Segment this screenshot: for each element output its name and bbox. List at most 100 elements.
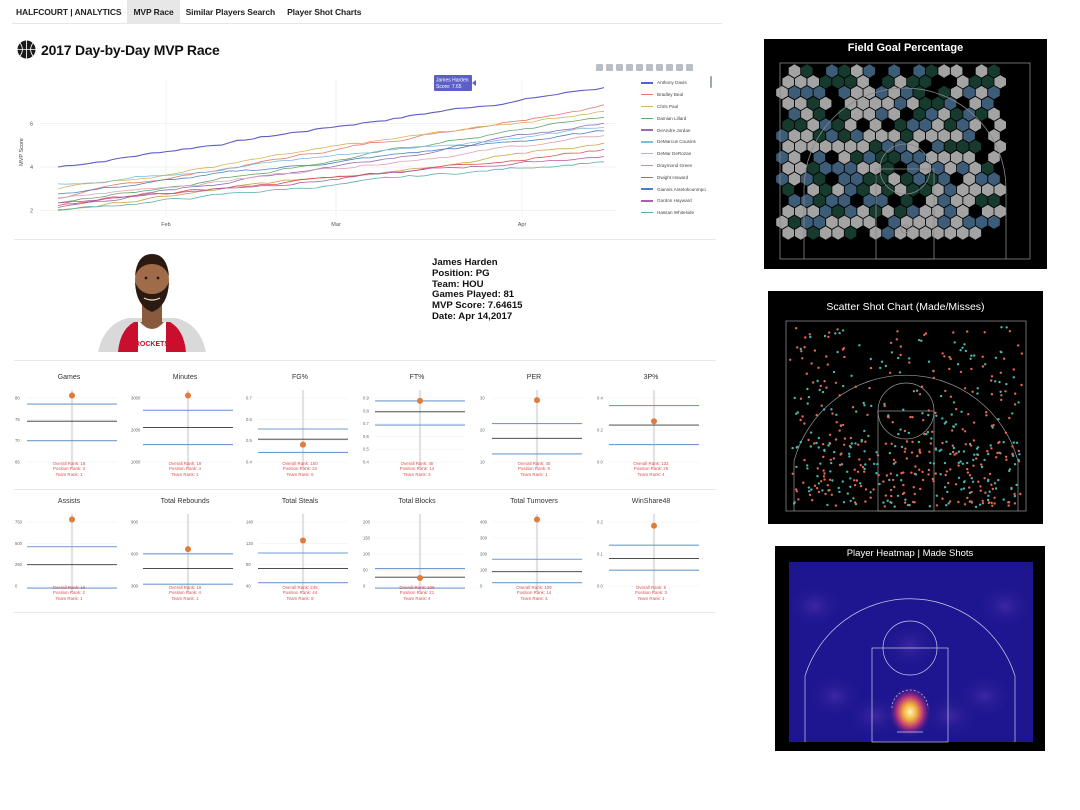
stat-chart-per[interactable]: PER 30 20 10 Overall Rank: 40 Position Rank: …: [478, 374, 590, 486]
legend-item[interactable]: DeAndre Jordan: [641, 124, 721, 136]
legend-scrollbar[interactable]: [710, 76, 712, 88]
stat-chart-winshare48[interactable]: WinShare48 0.2 0.1 0.0 Overall Rank: 5 Positi…: [595, 498, 707, 610]
stat-plot[interactable]: 400 300 200 100 0: [478, 508, 590, 596]
missed-shot-dot: [795, 490, 799, 493]
stat-chart-games[interactable]: Games 80 75 70 65 Overall Rank: 18 Position Ra…: [13, 374, 125, 486]
series-line[interactable]: [57, 87, 605, 168]
hexbin-cell: [869, 118, 882, 132]
zoom-in-icon[interactable]: [626, 64, 633, 71]
missed-shot-dot: [1002, 357, 1006, 360]
chart-legend: Anthony Davis Bradley Beal Chris Paul Damia…: [641, 77, 721, 219]
rank-text: Team Rank: 1: [55, 595, 83, 601]
stat-plot[interactable]: 750 500 250 0: [13, 508, 125, 596]
stat-plot[interactable]: 140 120 80 40: [244, 508, 356, 596]
stat-plot[interactable]: 200 150 100 50 0: [361, 508, 473, 596]
made-shot-dot: [863, 467, 866, 471]
legend-item[interactable]: DeMar DeRozan: [641, 148, 721, 160]
player-value-marker[interactable]: [300, 537, 306, 544]
made-shot-dot: [976, 453, 979, 456]
player-value-marker[interactable]: [534, 516, 540, 523]
y-tick-label: 40: [246, 584, 251, 589]
legend-item[interactable]: Chris Paul: [641, 101, 721, 113]
player-value-marker[interactable]: [69, 516, 75, 523]
player-value-marker[interactable]: [185, 392, 191, 399]
series-line[interactable]: [57, 156, 605, 204]
stat-chart-total-steals[interactable]: Total Steals 140 120 80 40 Overall Rank: 245 P…: [244, 498, 356, 610]
legend-item[interactable]: Dwight Howard: [641, 171, 721, 183]
stat-plot[interactable]: 0.2 0.1 0.0: [595, 508, 707, 596]
made-shot-dot: [946, 490, 949, 494]
zoom-out-icon[interactable]: [636, 64, 643, 71]
autoscale-icon[interactable]: [646, 64, 653, 71]
player-value-marker[interactable]: [300, 441, 306, 448]
missed-shot-dot: [839, 424, 843, 427]
stat-chart-minutes[interactable]: Minutes 3000 2000 1000 Overall Rank: 19 Posit…: [129, 374, 241, 486]
nav-item-mvp-race[interactable]: MVP Race: [127, 0, 180, 23]
hexbin-cell: [788, 215, 801, 229]
stat-chart-fg-[interactable]: FG% 0.7 0.6 0.5 0.4 Overall Rank: 150 Position…: [244, 374, 356, 486]
stat-chart-assists[interactable]: Assists 750 500 250 0 Overall Rank: 16 Positio…: [13, 498, 125, 610]
series-line[interactable]: [57, 110, 605, 190]
nav-item-similar-players-search[interactable]: Similar Players Search: [185, 6, 276, 17]
player-value-marker[interactable]: [651, 522, 657, 529]
missed-shot-dot: [808, 493, 812, 497]
legend-item[interactable]: Hassan Whiteside: [641, 207, 721, 219]
pan-icon[interactable]: [616, 64, 623, 71]
nav-item-player-shot-charts[interactable]: Player Shot Charts: [287, 6, 362, 17]
series-line[interactable]: [57, 104, 605, 199]
stat-plot[interactable]: 0.9 0.8 0.7 0.6 0.5 0.4: [361, 384, 473, 472]
player-value-marker[interactable]: [534, 397, 540, 404]
hexbin-cell: [807, 96, 819, 111]
stat-chart-total-rebounds[interactable]: Total Rebounds 900 600 300 Overall Rank: 16 P…: [129, 498, 241, 610]
legend-item[interactable]: Damian Lillard: [641, 112, 721, 124]
y-tick-label: 100: [480, 568, 488, 573]
legend-item[interactable]: Anthony Davis: [641, 77, 721, 89]
stat-plot[interactable]: 0.4 0.2 0.0: [595, 384, 707, 472]
missed-shot-dot: [941, 441, 944, 445]
stat-plot[interactable]: 3000 2000 1000: [129, 384, 241, 472]
stat-plot[interactable]: 30 20 10: [478, 384, 590, 472]
player-value-marker[interactable]: [417, 397, 423, 404]
stat-chart-3p-[interactable]: 3P% 0.4 0.2 0.0 Overall Rank: 132 Position Ra…: [595, 374, 707, 486]
made-shot-dot: [867, 434, 870, 438]
series-line[interactable]: [57, 161, 605, 211]
legend-item[interactable]: DeMarcus Cousins: [641, 136, 721, 148]
hexbin-cell: [801, 150, 813, 165]
zoom-icon[interactable]: [606, 64, 613, 71]
missed-shot-dot: [902, 483, 905, 487]
stat-chart-total-blocks[interactable]: Total Blocks 200 150 100 50 0 Overall Rank: 10…: [361, 498, 473, 610]
series-line[interactable]: [57, 135, 605, 200]
series-line[interactable]: [57, 116, 605, 204]
player-value-marker[interactable]: [417, 574, 423, 581]
made-shot-dot: [887, 414, 890, 417]
camera-icon[interactable]: [596, 64, 603, 71]
player-value-marker[interactable]: [69, 392, 75, 399]
made-shot-dot: [1011, 412, 1014, 415]
missed-shot-dot: [1013, 502, 1017, 505]
legend-item[interactable]: Bradley Beal: [641, 89, 721, 101]
series-line[interactable]: [57, 127, 605, 185]
hexbin-cell: [863, 64, 876, 78]
made-shot-dot: [810, 488, 813, 491]
brand-logo[interactable]: HALFCOURT | ANALYTICS: [16, 6, 122, 17]
stat-plot[interactable]: 0.7 0.6 0.5 0.4: [244, 384, 356, 472]
rank-text: Team Rank: 1: [520, 471, 548, 477]
stat-chart-ft-[interactable]: FT% 0.9 0.8 0.7 0.6 0.5 0.4 Overall Rank: 45 Pos…: [361, 374, 473, 486]
legend-item[interactable]: Draymond Green: [641, 160, 721, 172]
spike-lines-icon[interactable]: [666, 64, 673, 71]
stat-chart-total-turnovers[interactable]: Total Turnovers 400 300 200 100 0 Overall Rank…: [478, 498, 590, 610]
home-icon[interactable]: [656, 64, 663, 71]
mvp-race-plot[interactable]: 2 4 6 Feb Mar Apr MVP Score James HardenScore: …: [14, 62, 716, 237]
player-value-marker[interactable]: [185, 546, 191, 553]
legend-item[interactable]: Giannis Antetokounmpo: [641, 183, 721, 195]
stat-plot[interactable]: 80 75 70 65: [13, 384, 125, 472]
series-line[interactable]: [57, 122, 605, 208]
plotly-logo-icon[interactable]: [686, 64, 693, 71]
stat-plot[interactable]: 900 600 300: [129, 508, 241, 596]
series-line[interactable]: [57, 130, 605, 195]
player-value-marker[interactable]: [651, 418, 657, 425]
mvp-race-chart[interactable]: 2 4 6 Feb Mar Apr MVP Score James Harden Score: …: [14, 62, 716, 237]
compare-icon[interactable]: [676, 64, 683, 71]
series-line[interactable]: [57, 149, 605, 206]
legend-item[interactable]: Gordon Hayward: [641, 195, 721, 207]
